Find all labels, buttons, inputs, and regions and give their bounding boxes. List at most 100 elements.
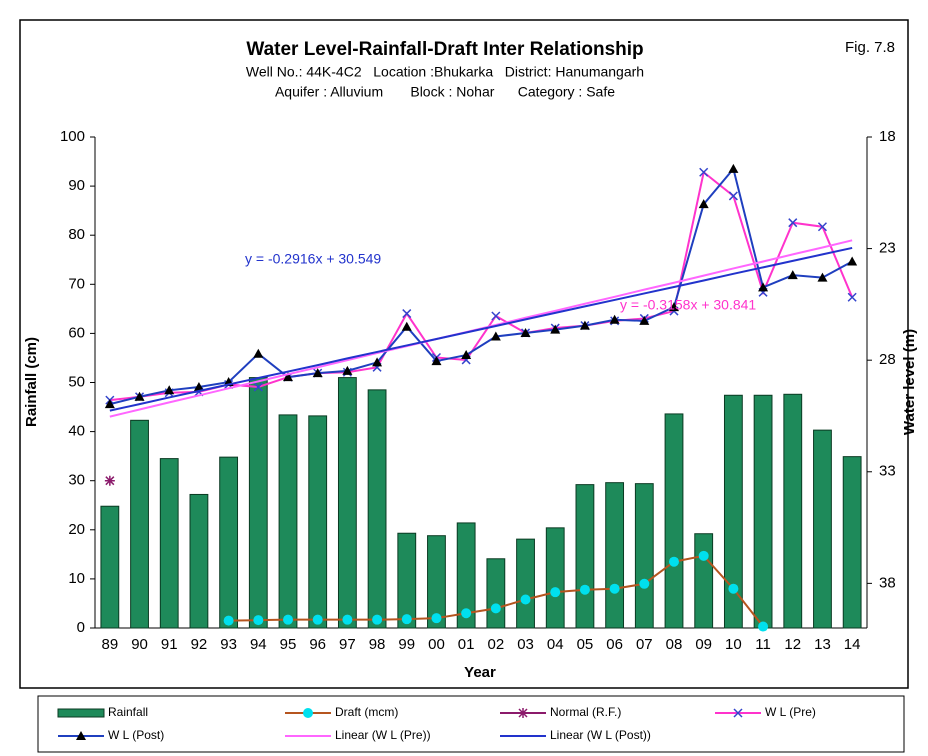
point	[490, 603, 501, 614]
line	[109, 246, 853, 412]
point	[401, 614, 412, 625]
x-tick-label: 01	[458, 636, 475, 653]
legend-label: Rainfall	[108, 705, 148, 719]
point	[520, 594, 531, 605]
point	[758, 282, 769, 292]
x-tick-label: 04	[547, 636, 564, 653]
y2-tick-label: 33	[879, 463, 896, 480]
y-tick-label: 40	[68, 423, 85, 440]
line	[109, 170, 854, 402]
y-tick-label: 30	[68, 472, 85, 489]
x-tick-label: 02	[488, 636, 505, 653]
bar	[308, 415, 328, 629]
point	[372, 357, 383, 367]
point	[847, 292, 857, 302]
y2-tick-label: 23	[879, 240, 896, 257]
point	[728, 163, 739, 173]
bar	[516, 538, 535, 629]
subtitle: Aquifer : Alluvium Block : Nohar Categor…	[275, 84, 615, 100]
bar	[783, 393, 803, 629]
figure-label: Fig. 7.8	[845, 39, 895, 56]
point	[698, 199, 709, 209]
bar	[605, 482, 625, 629]
x-tick-label: 11	[755, 636, 771, 653]
bar	[694, 533, 714, 629]
bar	[189, 493, 209, 629]
bar	[337, 377, 357, 629]
x-tick-label: 91	[161, 636, 178, 653]
point	[372, 614, 383, 625]
bar	[367, 389, 387, 629]
x-tick-label: 99	[398, 636, 415, 653]
y2-tick-label: 38	[879, 574, 896, 591]
point	[817, 272, 828, 282]
point	[461, 350, 472, 360]
point	[491, 311, 501, 321]
point	[817, 222, 827, 232]
bar	[456, 522, 476, 629]
x-tick-label: 96	[309, 636, 326, 653]
legend-marker	[76, 731, 86, 740]
bar	[545, 527, 565, 629]
y-tick-label: 20	[68, 521, 85, 538]
point	[134, 391, 145, 401]
legend-label: W L (Post)	[108, 728, 164, 742]
point	[104, 399, 115, 409]
point	[312, 368, 323, 378]
legend-label: Linear (W L (Pre))	[335, 728, 431, 742]
x-tick-label: 06	[606, 636, 623, 653]
annotation: y = -0.2916x + 30.549	[245, 251, 381, 267]
x-tick-label: 90	[131, 636, 148, 653]
bar	[842, 456, 862, 629]
x-tick-label: 12	[784, 636, 801, 653]
point	[639, 578, 650, 589]
x-tick-label: 14	[844, 636, 861, 653]
x-tick-label: 94	[250, 636, 267, 653]
bar	[130, 419, 149, 629]
y-tick-label: 90	[68, 177, 85, 194]
x-tick-label: 13	[814, 636, 831, 653]
legend-marker	[733, 708, 743, 718]
point	[579, 584, 590, 595]
point	[164, 385, 175, 395]
point	[520, 327, 531, 337]
x-tick-label: 89	[102, 636, 119, 653]
point	[699, 167, 709, 177]
point	[253, 615, 264, 626]
y-tick-label: 100	[60, 128, 85, 145]
point	[104, 475, 115, 486]
point	[669, 302, 679, 312]
x-tick-label: 05	[577, 636, 594, 653]
legend-label: Normal (R.F.)	[550, 705, 621, 719]
point	[253, 348, 264, 358]
point	[698, 550, 709, 561]
point	[490, 331, 501, 341]
bar	[219, 456, 239, 629]
bar	[723, 394, 743, 629]
point	[847, 256, 858, 266]
point	[312, 614, 323, 625]
point	[283, 372, 293, 382]
point	[461, 608, 472, 619]
line	[109, 166, 853, 406]
point	[609, 583, 620, 594]
bar	[100, 505, 120, 629]
y-tick-label: 10	[68, 570, 85, 587]
legend-label: Draft (mcm)	[335, 705, 398, 719]
bar	[486, 558, 506, 629]
point	[401, 321, 412, 331]
bar	[634, 483, 654, 629]
x-tick-label: 07	[636, 636, 653, 653]
y2-axis-label: Water level (m)	[901, 329, 918, 435]
point	[431, 613, 442, 624]
x-axis-label: Year	[464, 664, 496, 681]
bar	[159, 458, 179, 629]
point	[550, 324, 561, 334]
point	[788, 218, 798, 228]
y-tick-label: 0	[77, 619, 85, 636]
point	[253, 382, 263, 392]
bar	[397, 532, 417, 629]
point	[223, 615, 234, 626]
x-tick-label: 10	[725, 636, 742, 653]
point	[342, 614, 353, 625]
